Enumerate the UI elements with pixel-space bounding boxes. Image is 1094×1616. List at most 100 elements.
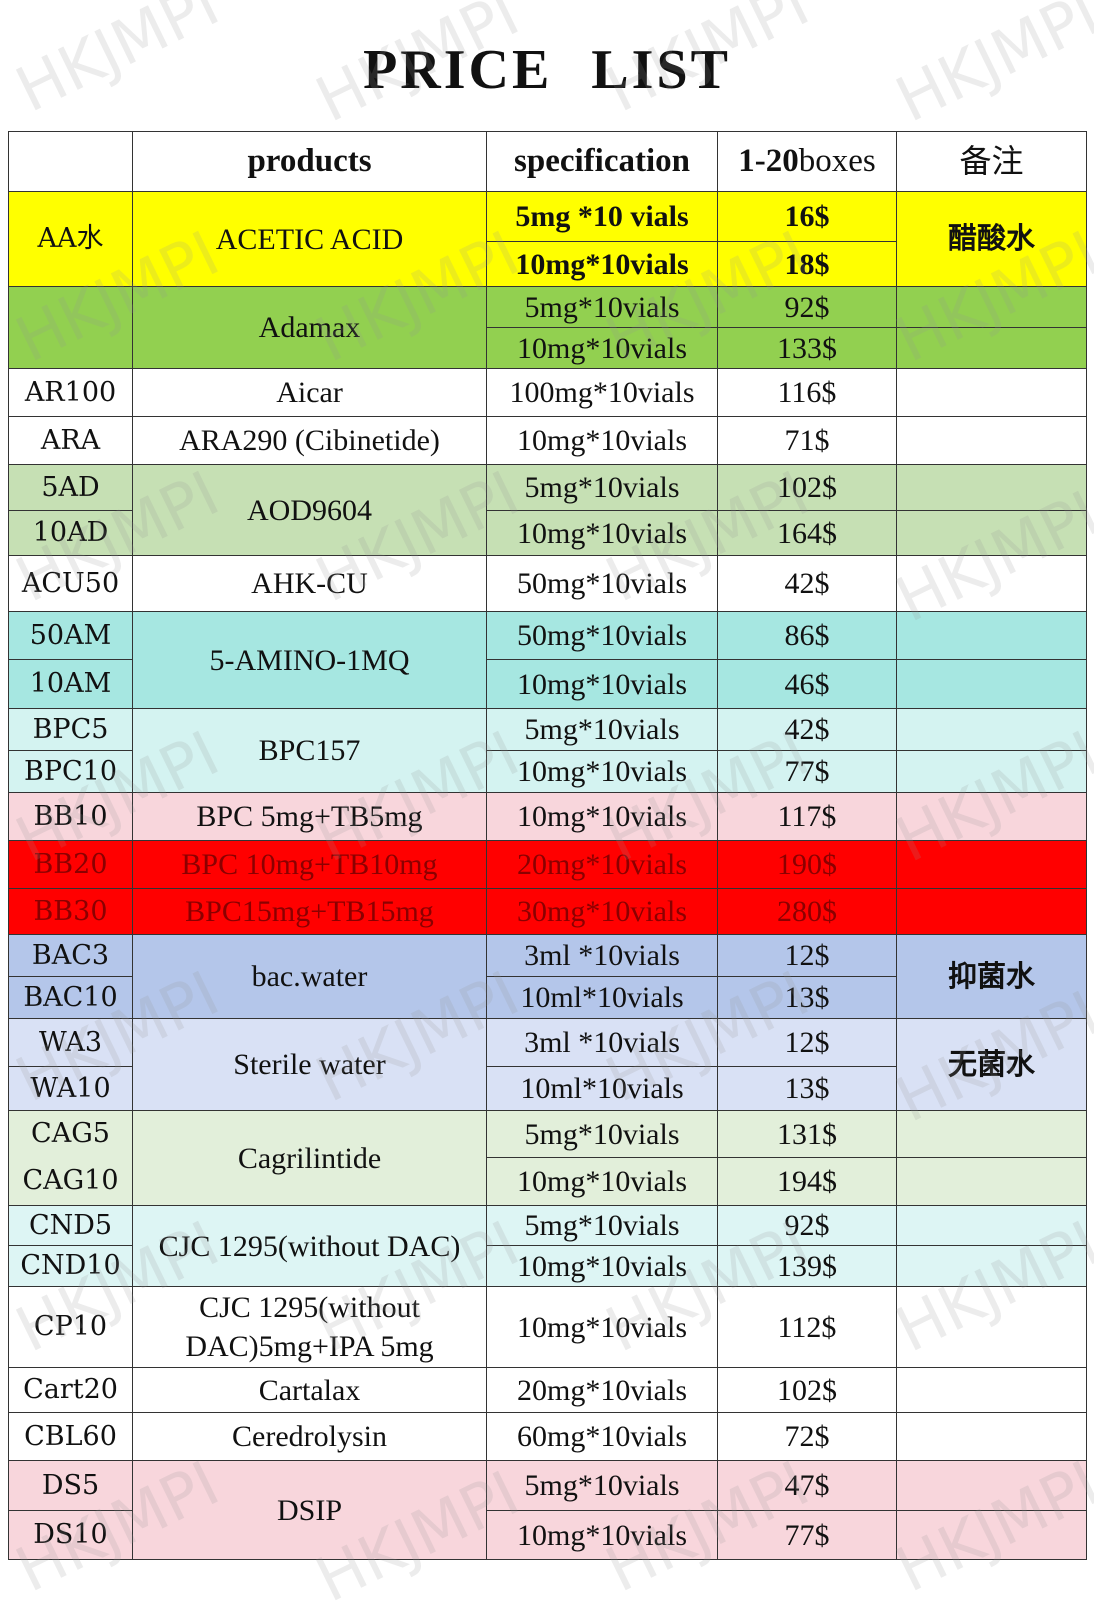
product-note: 醋酸水: [896, 191, 1087, 287]
table-row: 10AM 10mg*10vials 46$: [8, 659, 1087, 709]
product-code: AR100: [8, 368, 133, 417]
table-row: 10mg*10vials 133$: [9, 327, 1087, 369]
product-code: DS10: [8, 1510, 133, 1560]
product-spec: 10ml*10vials: [486, 976, 718, 1019]
product-name: CJC 1295(without DAC)5mg+IPA 5mg: [132, 1286, 487, 1368]
product-code: BAC3: [8, 934, 133, 977]
product-spec: 3ml *10vials: [486, 1018, 718, 1067]
product-code: BB30: [8, 888, 133, 935]
product-spec: 5mg*10vials: [486, 1460, 718, 1511]
product-price: 116$: [717, 368, 897, 417]
product-code: CAG5: [8, 1110, 133, 1158]
product-name: DSIP: [132, 1460, 487, 1560]
table-row: ACU50 AHK-CU 50mg*10vials 42$: [8, 555, 1087, 612]
product-spec: 3ml *10vials: [486, 934, 718, 977]
product-price: 190$: [717, 840, 897, 889]
product-price: 133$: [717, 327, 897, 369]
product-price: 117$: [717, 792, 897, 841]
product-name: BPC 10mg+TB10mg: [132, 840, 487, 889]
product-price: 86$: [717, 611, 897, 660]
table-row: BPC10 10mg*10vials 77$: [8, 750, 1087, 793]
product-code: AA水: [8, 191, 133, 287]
product-price: 92$: [717, 1205, 897, 1246]
table-row: AR100 Aicar 100mg*10vials 116$: [8, 368, 1087, 417]
product-code: 10AD: [8, 510, 133, 556]
product-spec: 10ml*10vials: [486, 1066, 718, 1111]
product-price: 12$: [717, 934, 897, 977]
table-row: CND10 10mg*10vials 139$: [8, 1245, 1087, 1287]
table-row: BPC5 BPC157 5mg*10vials 42$: [8, 708, 1087, 793]
product-note: [896, 416, 1087, 465]
table-row: BAC3 bac.water 3ml *10vials 12$ 抑菌水: [8, 934, 1087, 1019]
product-name: ARA290 (Cibinetide): [132, 416, 487, 465]
product-spec: 10mg*10vials: [486, 792, 718, 841]
product-price: 72$: [717, 1412, 897, 1461]
table-row: Cart20 Cartalax 20mg*10vials 102$: [8, 1367, 1087, 1413]
product-note: [896, 464, 1087, 511]
table-row: CND5 CJC 1295(without DAC) 5mg*10vials 9…: [8, 1205, 1087, 1287]
product-code: 50AM: [8, 611, 133, 660]
header-code: [8, 131, 133, 192]
table-row: CAG5 Cagrilintide 5mg*10vials 131$: [8, 1110, 1087, 1206]
product-name: AOD9604: [132, 464, 487, 556]
product-name: Cartalax: [132, 1367, 487, 1413]
table-row: 50AM 5-AMINO-1MQ 50mg*10vials 86$: [8, 611, 1087, 709]
product-note: [896, 1157, 1087, 1206]
product-note: [896, 840, 1087, 889]
table-row: BB10 BPC 5mg+TB5mg 10mg*10vials 117$: [8, 792, 1087, 841]
product-code: BPC10: [8, 750, 133, 793]
product-note: 抑菌水: [896, 934, 1087, 1019]
product-note: [896, 1412, 1087, 1461]
product-price: 139$: [717, 1245, 897, 1287]
product-code: CND5: [8, 1205, 133, 1246]
product-spec: 10mg*10vials: [486, 750, 718, 793]
product-spec: 10mg*10vials: [486, 659, 718, 709]
table-row: 10mg*10vials 18$: [9, 241, 1087, 287]
price-table: products specification 1-20boxes 备注 AA水 …: [8, 131, 1087, 1560]
product-spec: 5mg*10vials: [486, 1205, 718, 1246]
product-price: 13$: [717, 1066, 897, 1111]
table-row: WA3 Sterile water 3ml *10vials 12$ 无菌水: [8, 1018, 1087, 1111]
product-name: Aicar: [132, 368, 487, 417]
product-spec: 20mg*10vials: [486, 1367, 718, 1413]
page-title: PRICE LIST: [363, 39, 731, 101]
product-price: 46$: [717, 659, 897, 709]
product-name: Cagrilintide: [132, 1110, 487, 1206]
product-price: 18$: [717, 241, 897, 287]
product-price: 164$: [717, 510, 897, 556]
product-spec: 10mg*10vials: [486, 416, 718, 465]
product-code: ARA: [8, 416, 133, 465]
product-spec: 20mg*10vials: [486, 840, 718, 889]
product-spec: 5mg*10vials: [486, 1110, 718, 1158]
table-header-row: products specification 1-20boxes 备注: [8, 131, 1087, 192]
product-price: 42$: [717, 555, 897, 612]
product-code: WA10: [8, 1066, 133, 1111]
table-row: Adamax 5mg*10vials 92$: [8, 286, 1087, 369]
product-price: 194$: [717, 1157, 897, 1206]
product-name: bac.water: [132, 934, 487, 1019]
product-name: ACETIC ACID: [132, 191, 487, 287]
product-code: 10AM: [8, 659, 133, 709]
product-code: 5AD: [8, 464, 133, 511]
product-code: BB10: [8, 792, 133, 841]
product-name: BPC157: [132, 708, 487, 793]
product-price: 131$: [717, 1110, 897, 1158]
product-price: 102$: [717, 1367, 897, 1413]
product-name-line: DAC)5mg+IPA 5mg: [185, 1330, 434, 1363]
product-spec: 5mg*10vials: [486, 708, 718, 751]
product-note: [896, 1110, 1087, 1158]
product-spec: 10mg*10vials: [486, 1245, 718, 1287]
product-name: BPC 5mg+TB5mg: [132, 792, 487, 841]
product-spec: 10mg*10vials: [486, 510, 718, 556]
product-code: BB20: [8, 840, 133, 889]
table-row: 5AD AOD9604 5mg*10vials 102$: [8, 464, 1087, 556]
product-name: Sterile water: [132, 1018, 487, 1111]
product-note: [896, 1286, 1087, 1368]
product-spec: 50mg*10vials: [486, 611, 718, 660]
product-price: 77$: [717, 1510, 897, 1560]
product-name: Adamax: [132, 286, 487, 369]
product-code: CND10: [8, 1245, 133, 1287]
product-code: CP10: [8, 1286, 133, 1368]
product-note: [896, 792, 1087, 841]
product-spec: 50mg*10vials: [486, 555, 718, 612]
